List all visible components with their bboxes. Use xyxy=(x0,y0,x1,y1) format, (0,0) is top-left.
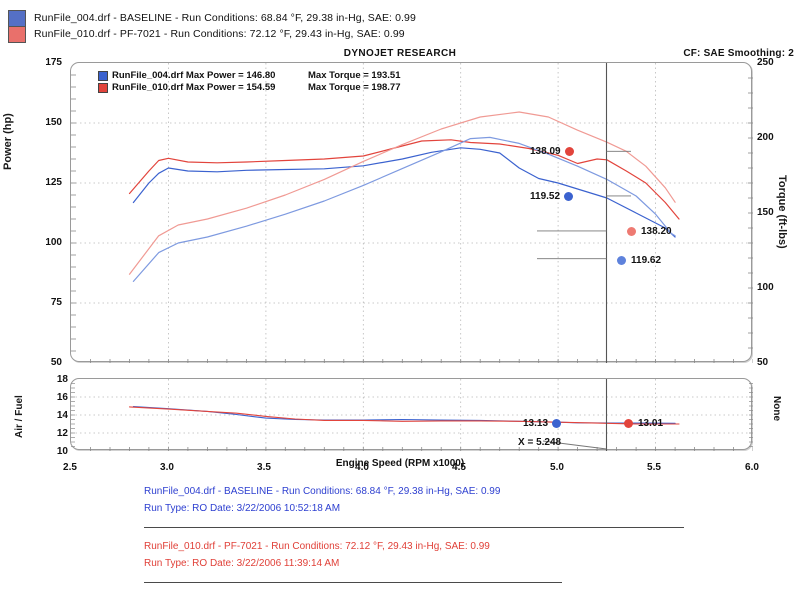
callout-airfuel-run1: 13.13 xyxy=(523,418,562,429)
airfuel-tick: 18 xyxy=(56,374,68,385)
callout-dot-af-blue xyxy=(552,419,562,428)
run2-color-swatch xyxy=(8,25,26,43)
callout-dot-blue xyxy=(564,192,574,201)
callout-power-run2-value: 138.20 xyxy=(641,226,672,237)
run1-color-swatch xyxy=(8,9,26,27)
main-plot-svg xyxy=(71,63,753,363)
power-tick: 100 xyxy=(45,237,62,248)
x-tick: 6.0 xyxy=(745,462,759,473)
airfuel-tick: 14 xyxy=(56,410,68,421)
header-run-row: RunFile_004.drf - BASELINE - Run Conditi… xyxy=(8,9,608,27)
power-tick: 125 xyxy=(45,177,62,188)
legend-swatch-run1 xyxy=(98,71,108,81)
callout-torque-run2-value: 138.09 xyxy=(530,146,561,157)
torque-tick: 200 xyxy=(757,132,774,143)
cursor-x-label: X = 5.248 xyxy=(518,437,562,448)
torque-tick: 250 xyxy=(757,57,774,68)
callout-dot-red xyxy=(564,147,574,156)
run1-info-line1: RunFile_004.drf - BASELINE - Run Conditi… xyxy=(144,486,501,497)
legend-row: RunFile_004.drf Max Power = 146.80 Max T… xyxy=(98,70,401,82)
callout-airfuel-run2: 13.01 xyxy=(624,418,663,429)
power-tick: 150 xyxy=(45,117,62,128)
x-axis-title: Engine Speed (RPM x1000) xyxy=(335,458,465,469)
run1-header-text: RunFile_004.drf - BASELINE - Run Conditi… xyxy=(34,12,416,24)
callout-airfuel-run1-value: 13.13 xyxy=(523,418,549,429)
callout-torque-run1-value: 119.52 xyxy=(530,191,561,202)
airfuel-tick: 12 xyxy=(56,428,68,439)
info-divider-2 xyxy=(144,582,562,583)
callout-dot-light-red xyxy=(627,227,636,236)
callout-torque-run2: 138.09 xyxy=(530,146,574,157)
callout-power-run2: 138.20 xyxy=(627,226,672,237)
info-divider-1 xyxy=(144,527,684,528)
run2-info-line2: Run Type: RO Date: 3/22/2006 11:39:14 AM xyxy=(144,558,340,569)
airfuel-plot-svg xyxy=(71,379,753,451)
legend-run2-power: RunFile_010.drf Max Power = 154.59 xyxy=(112,82,276,93)
airfuel-axis-title: Air / Fuel xyxy=(14,395,25,438)
callout-power-run1-value: 119.62 xyxy=(631,255,662,266)
callout-airfuel-run2-value: 13.01 xyxy=(638,418,664,429)
legend-swatch-run2 xyxy=(98,83,108,93)
legend-row: RunFile_010.drf Max Power = 154.59 Max T… xyxy=(98,82,401,94)
legend-run1-torque: Max Torque = 193.51 xyxy=(308,70,401,81)
run1-info-line2: Run Type: RO Date: 3/22/2006 10:52:18 AM xyxy=(144,503,341,514)
callout-dot-light-blue xyxy=(617,256,626,265)
callout-power-run1: 119.62 xyxy=(617,255,661,266)
power-tick: 175 xyxy=(45,57,62,68)
torque-tick: 150 xyxy=(757,207,774,218)
none-axis-title: None xyxy=(771,396,782,421)
legend-run2-torque: Max Torque = 198.77 xyxy=(308,82,401,93)
x-tick: 4.5 xyxy=(452,462,466,473)
header-legend: RunFile_004.drf - BASELINE - Run Conditi… xyxy=(8,9,608,43)
chart-title: DYNOJET RESEARCH xyxy=(343,48,457,59)
power-tick: 50 xyxy=(50,357,62,368)
x-tick: 4.0 xyxy=(355,462,369,473)
x-tick: 3.5 xyxy=(257,462,271,473)
run2-header-text: RunFile_010.drf - PF-7021 - Run Conditio… xyxy=(34,28,405,40)
power-axis-title: Power (hp) xyxy=(2,113,14,170)
legend-run1-power: RunFile_004.drf Max Power = 146.80 xyxy=(112,70,276,81)
correction-factor-label: CF: SAE Smoothing: 2 xyxy=(683,48,794,59)
airfuel-tick: 10 xyxy=(56,446,68,457)
run2-info-line1: RunFile_010.drf - PF-7021 - Run Conditio… xyxy=(144,541,490,552)
torque-tick: 100 xyxy=(757,282,774,293)
airfuel-tick: 16 xyxy=(56,392,68,403)
x-tick: 5.0 xyxy=(550,462,564,473)
airfuel-plot-area[interactable] xyxy=(70,378,753,451)
plot-legend: RunFile_004.drf Max Power = 146.80 Max T… xyxy=(98,70,401,94)
callout-torque-run1: 119.52 xyxy=(530,191,574,202)
main-plot-area[interactable] xyxy=(70,62,753,363)
x-tick: 5.5 xyxy=(647,462,661,473)
torque-tick: 50 xyxy=(757,357,769,368)
header-run-row: RunFile_010.drf - PF-7021 - Run Conditio… xyxy=(8,25,608,43)
callout-dot-af-red xyxy=(624,419,633,428)
x-tick: 2.5 xyxy=(63,462,77,473)
x-tick: 3.0 xyxy=(160,462,174,473)
power-tick: 75 xyxy=(50,297,62,308)
